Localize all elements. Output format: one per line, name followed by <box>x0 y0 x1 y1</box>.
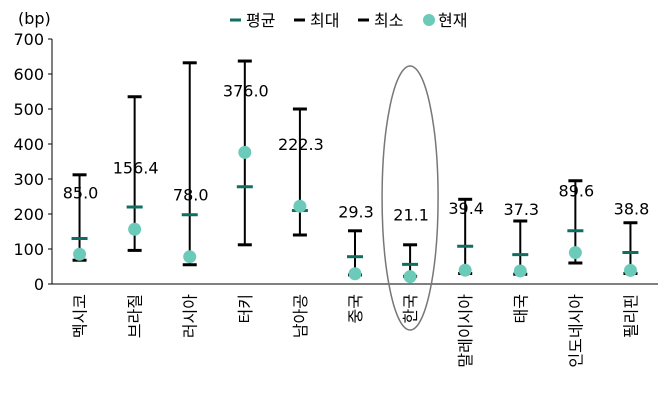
data-label: 85.0 <box>63 183 99 202</box>
category-label: 멕시코 <box>71 294 90 338</box>
category-label: 브라질 <box>126 294 145 338</box>
y-tick-label: 0 <box>34 275 44 294</box>
y-tick-label: 500 <box>13 100 44 119</box>
category-label: 필리핀 <box>621 294 640 338</box>
x-axis: 멕시코 브라질 러시아 터키 남아공 중국 한국 말레이시아 태국 인도네시아 필리핀 <box>52 283 658 368</box>
legend-item: 평균 <box>230 11 275 30</box>
current-point <box>183 250 197 264</box>
category-label: 말레이시아 <box>456 294 475 368</box>
legend-label: 최소 <box>374 11 403 30</box>
legend-label: 현재 <box>438 11 467 30</box>
y-tick-label: 400 <box>13 135 44 154</box>
category-group: 156.4 <box>113 95 159 252</box>
legend-dot-icon <box>423 14 435 26</box>
category-label: 인도네시아 <box>566 294 585 368</box>
y-unit-label: (bp) <box>18 9 51 28</box>
legend-label: 평균 <box>246 11 275 30</box>
category-group: 222.3 <box>278 107 324 237</box>
chart-marks: 85.0 156.4 78.0 376.0 222.3 29.3 21.1 39.4 37.3 8… <box>63 59 650 331</box>
current-point <box>458 263 472 277</box>
category-group: 78.0 <box>173 61 209 267</box>
data-label: 376.0 <box>223 81 269 100</box>
category-label: 터키 <box>236 294 255 323</box>
category-group: 29.3 <box>338 203 374 281</box>
current-point <box>73 247 87 261</box>
legend-item: 현재 <box>423 11 467 30</box>
current-point <box>128 222 142 236</box>
legend-item: 최대 <box>294 11 339 30</box>
category-group: 39.4 <box>448 197 484 277</box>
category-label: 남아공 <box>291 294 310 338</box>
category-group: 89.6 <box>559 179 595 265</box>
data-label: 222.3 <box>278 135 324 154</box>
y-tick-label: 300 <box>13 170 44 189</box>
current-point <box>348 267 362 281</box>
category-group: 37.3 <box>503 200 539 278</box>
category-group: 376.0 <box>223 59 269 247</box>
y-tick-label: 600 <box>13 65 44 84</box>
current-point <box>403 270 417 284</box>
current-point <box>293 199 307 213</box>
y-tick-label: 700 <box>13 30 44 49</box>
current-point <box>623 263 637 277</box>
y-tick-label: 200 <box>13 205 44 224</box>
category-label: 중국 <box>346 294 365 323</box>
legend-item: 최소 <box>358 11 403 30</box>
data-label: 38.8 <box>614 199 650 218</box>
data-label: 78.0 <box>173 186 209 205</box>
legend: 평균 최대 최소 현재 <box>230 11 467 30</box>
data-label: 89.6 <box>559 182 595 201</box>
y-axis: 0 100 200 300 400 500 600 700 <box>13 30 53 294</box>
category-label: 태국 <box>511 294 530 323</box>
data-label: 21.1 <box>393 206 429 225</box>
data-label: 39.4 <box>448 199 484 218</box>
highlight-ellipse <box>381 65 439 331</box>
data-label: 29.3 <box>338 203 374 222</box>
current-point <box>568 246 582 260</box>
data-label: 37.3 <box>503 200 539 219</box>
y-tick-label: 100 <box>13 240 44 259</box>
category-group: 21.1 <box>393 206 429 284</box>
category-label: 러시아 <box>181 294 200 338</box>
category-label: 한국 <box>401 294 420 323</box>
data-label: 156.4 <box>113 158 159 177</box>
category-group: 85.0 <box>63 173 99 262</box>
current-point <box>513 264 527 278</box>
category-group: 38.8 <box>614 199 650 277</box>
current-point <box>238 145 252 159</box>
legend-label: 최대 <box>310 11 339 30</box>
